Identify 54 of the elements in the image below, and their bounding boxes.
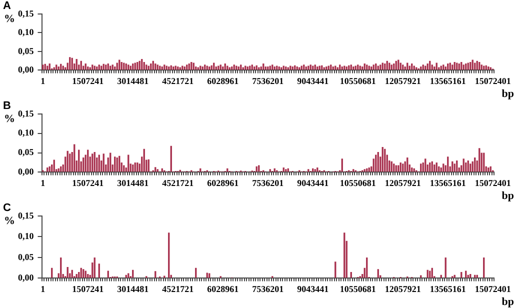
x-tick-label: 7536201 (252, 76, 284, 86)
chart-title: C (3, 202, 11, 214)
x-tick-label: 9043441 (297, 178, 330, 188)
x-tick-label: 15072401 (474, 284, 512, 294)
x-tick-label: 6028961 (207, 284, 240, 294)
y-tick-label: 0,10 (18, 128, 34, 138)
y-axis-title: % (4, 113, 15, 125)
y-tick-label: 0,15 (18, 108, 34, 118)
x-tick-label: 1507241 (72, 284, 104, 294)
x-tick-label: 1507241 (72, 178, 104, 188)
x-tick-label: 7536201 (252, 284, 284, 294)
x-tick-label: 4521721 (162, 76, 194, 86)
x-tick-label: 7536201 (252, 178, 284, 188)
x-tick-label: 12057921 (384, 76, 422, 86)
y-tick-label: 0,15 (18, 8, 34, 18)
x-tick-label: 12057921 (384, 284, 422, 294)
y-tick-label: 0,15 (18, 210, 34, 220)
x-tick-label: 3014481 (117, 284, 150, 294)
x-tick-label: 10550681 (340, 178, 376, 188)
x-tick-label: 10550681 (340, 76, 376, 86)
x-axis-title: bp (502, 296, 514, 308)
x-tick-label: 1 (40, 284, 46, 294)
chart-title: A (3, 0, 11, 12)
x-tick-label: 15072401 (474, 76, 512, 86)
x-tick-label: 13565161 (430, 178, 466, 188)
chart-title: B (3, 100, 11, 112)
y-tick-label: 0,05 (18, 147, 34, 158)
y-tick-label: 0,10 (18, 27, 34, 38)
x-tick-label: 9043441 (297, 76, 330, 86)
x-axis-title: bp (502, 88, 514, 100)
x-tick-label: 9043441 (297, 284, 330, 294)
x-tick-label: 4521721 (162, 284, 194, 294)
x-tick-label: 1507241 (72, 76, 104, 86)
x-tick-label: 1 (40, 178, 46, 188)
x-tick-label: 6028961 (207, 76, 240, 86)
x-tick-label: 1 (40, 76, 46, 86)
x-tick-label: 3014481 (117, 178, 150, 188)
x-tick-label: 15072401 (474, 178, 512, 188)
y-tick-label: 0,05 (18, 46, 34, 56)
x-tick-label: 3014481 (117, 76, 150, 86)
y-tick-label: 0,00 (18, 272, 34, 283)
x-tick-label: 13565161 (430, 284, 466, 294)
x-tick-label: 12057921 (384, 178, 422, 188)
x-axis-title: bp (502, 190, 514, 202)
y-axis-title: % (4, 215, 15, 227)
y-tick-label: 0,10 (18, 231, 34, 242)
x-tick-label: 13565161 (430, 76, 466, 86)
x-tick-label: 4521721 (162, 178, 194, 188)
x-tick-label: 10550681 (340, 284, 376, 294)
y-axis-title: % (4, 13, 15, 25)
y-tick-label: 0,00 (18, 64, 34, 75)
x-tick-label: 6028961 (207, 178, 240, 188)
y-tick-label: 0,00 (18, 166, 34, 177)
y-tick-label: 0,05 (18, 252, 34, 262)
